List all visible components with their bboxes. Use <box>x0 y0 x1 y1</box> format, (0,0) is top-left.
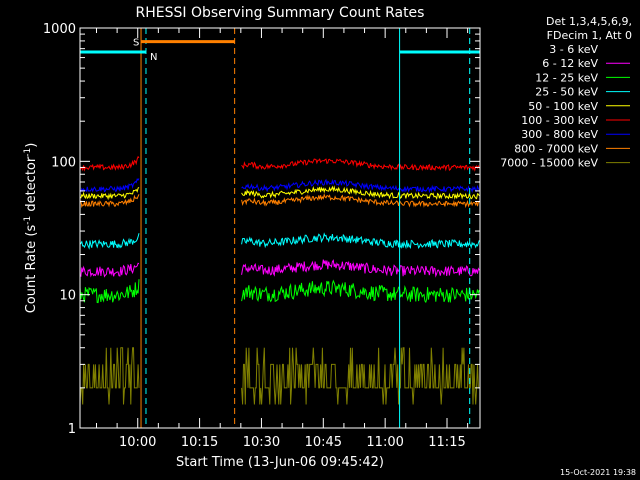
x-tick-label: 11:00 <box>366 435 403 450</box>
legend-label-4: 50 - 100 keV <box>528 100 598 113</box>
series-line-4-seg-1 <box>241 185 480 200</box>
x-tick-label: 10:00 <box>119 435 156 450</box>
chart-title: RHESSI Observing Summary Count Rates <box>136 5 425 21</box>
y-axis-label: Count Rate (s-1 detector-1) <box>23 143 39 314</box>
x-axis: 10:00 10:15 10:30 10:45 11:00 11:15 <box>95 28 469 450</box>
legend-label-3: 25 - 50 keV <box>535 86 598 99</box>
saa-bar-label: S <box>133 38 139 49</box>
series-line-6-seg-1 <box>241 178 480 194</box>
series-line-7-seg-1 <box>241 193 480 209</box>
status-bars: SN <box>80 38 480 63</box>
legend-label-2: 12 - 25 keV <box>535 71 598 84</box>
y-tick-label: 10 <box>59 289 76 304</box>
y-tick-label: 1000 <box>43 22 76 37</box>
series-line-2-seg-1 <box>241 279 480 304</box>
x-tick-label: 10:30 <box>243 435 280 450</box>
series-line-3-seg-0 <box>79 233 140 250</box>
legend-header-1: Det 1,3,4,5,6,9, <box>546 15 632 28</box>
series-line-1-seg-1 <box>241 259 480 278</box>
series-line-5-seg-1 <box>241 158 480 172</box>
series-line-3-seg-1 <box>241 232 480 250</box>
night-bar-label: N <box>150 52 157 63</box>
series-line-8-seg-0 <box>79 347 140 405</box>
legend-header-2: FDecim 1, Att 0 <box>547 29 632 42</box>
legend-label-6: 300 - 800 keV <box>521 128 598 141</box>
series-line-6-seg-0 <box>79 178 140 193</box>
x-tick-label: 10:45 <box>305 435 342 450</box>
legend: Det 1,3,4,5,6,9, FDecim 1, Att 0 3 - 6 k… <box>500 15 632 170</box>
x-tick-label: 11:15 <box>428 435 465 450</box>
x-axis-label: Start Time (13-Jun-06 09:45:42) <box>176 455 384 470</box>
legend-label-0: 3 - 6 keV <box>549 43 598 56</box>
legend-label-1: 6 - 12 keV <box>542 57 598 70</box>
y-axis: 1000 100 10 1 <box>43 22 480 437</box>
plot-frame <box>79 27 481 429</box>
series-line-5-seg-0 <box>79 155 140 172</box>
legend-label-5: 100 - 300 keV <box>521 114 598 127</box>
x-tick-label: 10:15 <box>181 435 218 450</box>
series-line-2-seg-0 <box>79 279 140 304</box>
legend-label-7: 800 - 7000 keV <box>514 142 598 155</box>
series-line-1-seg-0 <box>79 262 140 278</box>
plot-area <box>79 155 480 405</box>
footer-timestamp: 15-Oct-2021 19:38 <box>560 468 636 477</box>
series-line-8-seg-1 <box>241 347 480 405</box>
series-line-4-seg-0 <box>79 187 140 201</box>
time-markers <box>140 28 471 428</box>
series-line-7-seg-0 <box>79 194 140 208</box>
y-tick-label: 1 <box>68 422 76 437</box>
y-tick-label: 100 <box>51 155 76 170</box>
legend-label-8: 7000 - 15000 keV <box>500 157 598 170</box>
